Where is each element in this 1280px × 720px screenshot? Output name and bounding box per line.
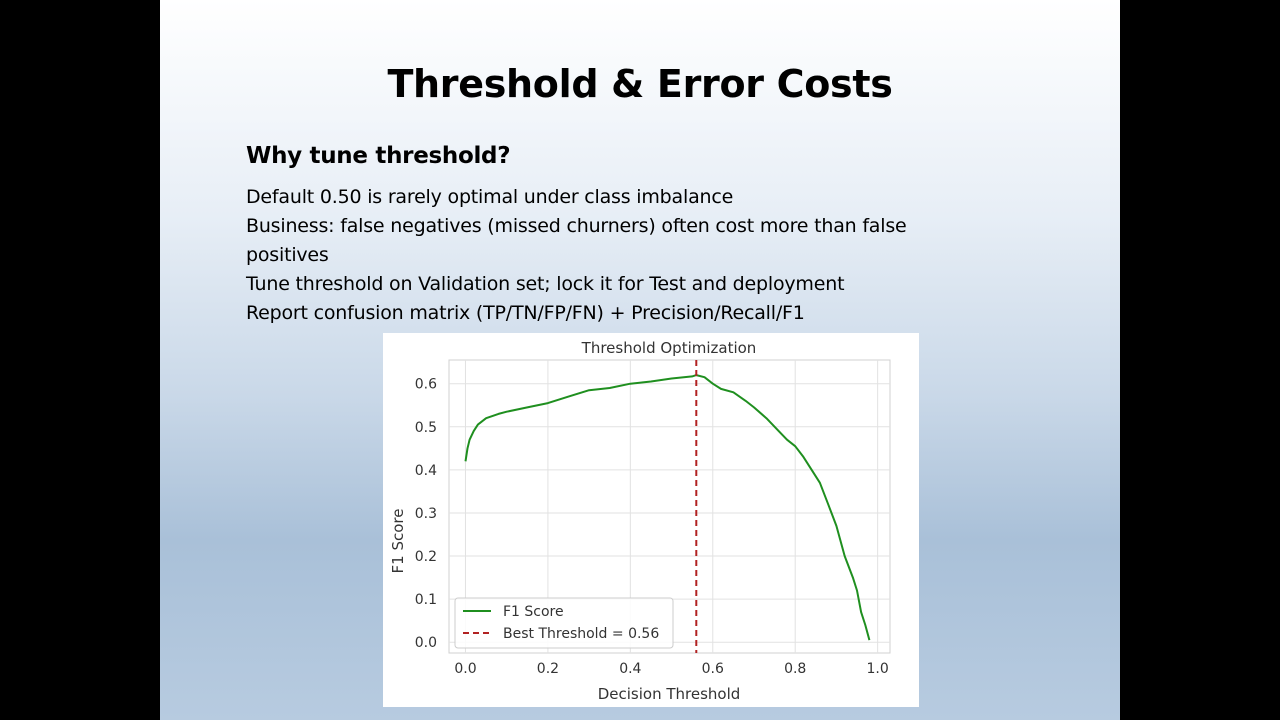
x-tick-label: 0.0 — [454, 661, 476, 677]
x-axis-label: Decision Threshold — [598, 685, 741, 703]
x-tick-label: 0.2 — [537, 661, 559, 677]
bullet-item: Default 0.50 is rarely optimal under cla… — [246, 186, 734, 208]
legend-f1-label: F1 Score — [503, 604, 564, 620]
bullet-item: Business: false negatives (missed churne… — [246, 215, 907, 266]
x-tick-label: 0.8 — [784, 661, 806, 677]
bullet-item: Tune threshold on Validation set; lock i… — [246, 273, 845, 295]
y-axis-label: F1 Score — [389, 509, 407, 574]
y-tick-label: 0.5 — [415, 420, 437, 436]
y-tick-label: 0.0 — [415, 635, 437, 651]
legend-threshold-label: Best Threshold = 0.56 — [503, 626, 659, 642]
y-tick-label: 0.4 — [415, 463, 437, 479]
threshold-chart: Threshold Optimization Decision Threshol… — [389, 339, 891, 703]
slide-title: Threshold & Error Costs — [387, 62, 893, 106]
x-tick-label: 0.4 — [619, 661, 641, 677]
subheading: Why tune threshold? — [246, 143, 511, 169]
chart-title: Threshold Optimization — [581, 339, 757, 357]
y-tick-label: 0.1 — [415, 592, 437, 608]
y-tick-label: 0.2 — [415, 549, 437, 565]
y-tick-label: 0.3 — [415, 506, 437, 522]
bullet-item: Report confusion matrix (TP/TN/FP/FN) + … — [246, 302, 805, 324]
chart-legend: F1 Score Best Threshold = 0.56 — [454, 597, 674, 649]
slide: Threshold & Error Costs Why tune thresho… — [160, 0, 1120, 720]
chart-figure: Threshold Optimization Decision Threshol… — [383, 333, 919, 707]
f1-score-line — [464, 374, 871, 641]
y-tick-label: 0.6 — [415, 377, 437, 393]
legend-box — [454, 597, 674, 649]
x-tick-label: 1.0 — [867, 661, 889, 677]
x-tick-label: 0.6 — [702, 661, 724, 677]
bullet-list: Default 0.50 is rarely optimal under cla… — [246, 183, 966, 328]
